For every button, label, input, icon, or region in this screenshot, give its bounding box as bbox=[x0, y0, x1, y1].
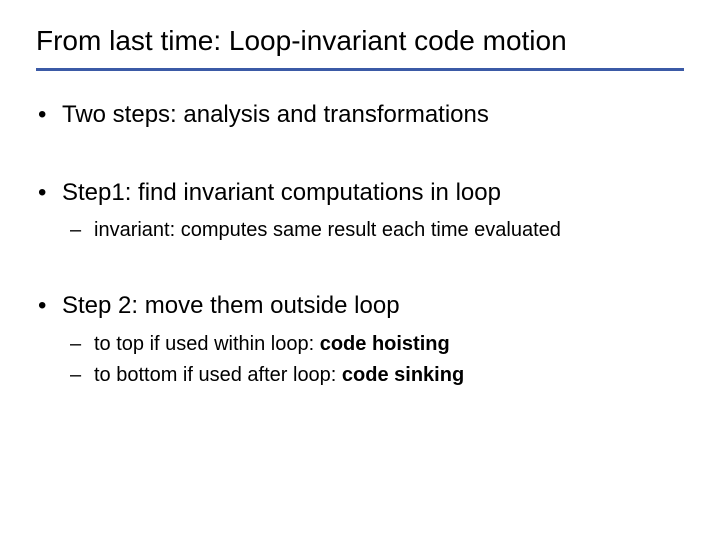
sub-bullet-list: invariant: computes same result each tim… bbox=[62, 217, 684, 244]
sub-bullet-bold: code hoisting bbox=[320, 333, 450, 355]
slide-title: From last time: Loop-invariant code moti… bbox=[36, 24, 684, 58]
title-rule bbox=[36, 68, 684, 71]
bullet-item: Step 2: move them outside loop to top if… bbox=[36, 290, 684, 388]
slide: From last time: Loop-invariant code moti… bbox=[0, 0, 720, 540]
bullet-list: Two steps: analysis and transformations … bbox=[36, 99, 684, 389]
sub-bullet-prefix: invariant: computes same result each tim… bbox=[94, 219, 561, 241]
bullet-text: Two steps: analysis and transformations bbox=[62, 101, 489, 128]
bullet-item: Step1: find invariant computations in lo… bbox=[36, 177, 684, 244]
sub-bullet-item: to top if used within loop: code hoistin… bbox=[62, 331, 684, 358]
sub-bullet-list: to top if used within loop: code hoistin… bbox=[62, 331, 684, 389]
bullet-text: Step1: find invariant computations in lo… bbox=[62, 179, 501, 206]
bullet-text: Step 2: move them outside loop bbox=[62, 292, 400, 319]
sub-bullet-item: to bottom if used after loop: code sinki… bbox=[62, 362, 684, 389]
sub-bullet-prefix: to bottom if used after loop: bbox=[94, 364, 342, 386]
sub-bullet-bold: code sinking bbox=[342, 364, 464, 386]
sub-bullet-item: invariant: computes same result each tim… bbox=[62, 217, 684, 244]
bullet-item: Two steps: analysis and transformations bbox=[36, 99, 684, 131]
sub-bullet-prefix: to top if used within loop: bbox=[94, 333, 320, 355]
